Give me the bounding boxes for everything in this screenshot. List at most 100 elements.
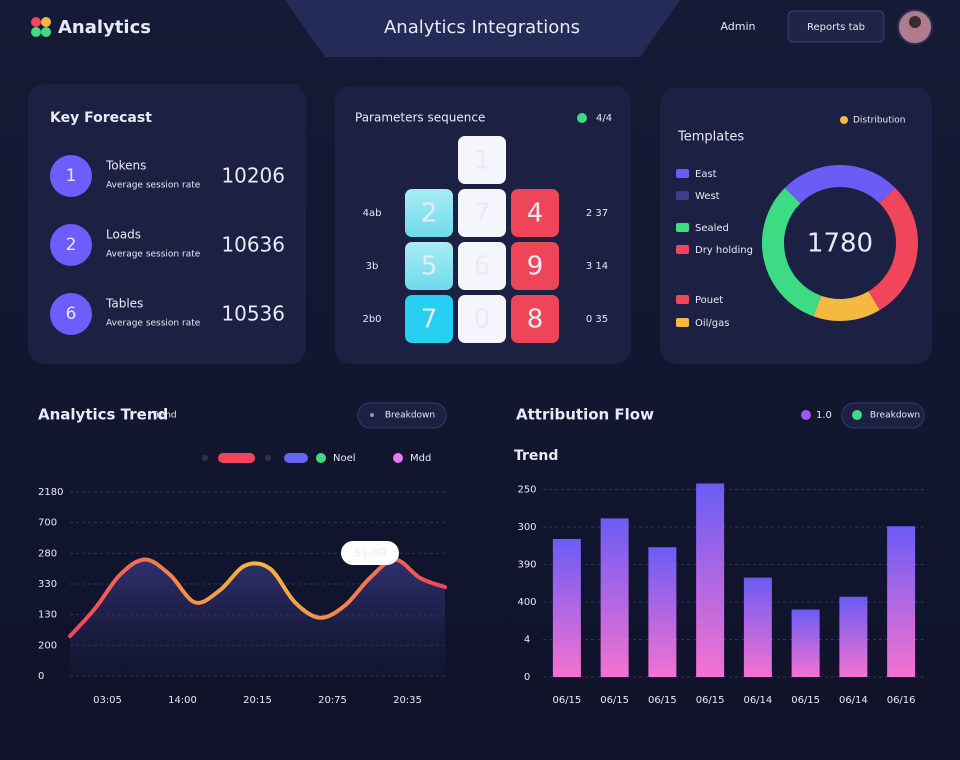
grid-cell-number: 5 [421,252,438,282]
y-tick-label: 4 [524,635,530,646]
chart-button-label[interactable]: Breakdown [385,411,435,421]
legend-swatch [676,169,689,178]
grid-right-label: 0 35 [586,314,608,325]
x-tick-label: 20:15 [243,695,272,706]
chart-title: Attribution Flow [516,406,654,424]
bar [791,609,820,677]
grid-legend-dot [577,113,587,123]
legend-swatch [676,223,689,232]
logo-text: Analytics [58,17,151,38]
logo-icon [31,17,51,37]
legend-label: Pouet [695,295,723,306]
legend-swatch [676,295,689,304]
grid-cell-number: 7 [421,305,438,335]
grid-cell [458,242,506,290]
kpi-badge [50,224,92,266]
kpi-label: Tables [105,297,143,311]
grid-cell [511,189,559,237]
kpi-label: Tokens [105,159,146,173]
grid-cell-number: 8 [527,305,544,335]
chart-title: Analytics Trend [38,406,168,424]
donut-center: 1780 [807,229,873,259]
grid-cell-number: 2 [421,199,438,229]
y-tick-label: 330 [38,579,57,590]
legend-label: Dry holding [695,245,753,256]
legend-dot [265,455,271,461]
legend-label: Noel [333,453,356,464]
grid-cell [458,295,506,343]
legend-swatch [676,318,689,327]
annotation: $1,00 [354,546,386,559]
y-tick-label: 0 [38,671,44,682]
bar [696,483,725,677]
legend-dot [202,455,208,461]
legend-label: East [695,169,717,180]
kpi-value: 10206 [221,164,285,188]
chart-button[interactable] [841,402,925,429]
legend-label: Sealed [695,223,729,234]
kpi-value: 10636 [221,233,285,257]
chart-title: Templates [677,130,744,145]
grid-cell [405,242,453,290]
grid-cell [458,189,506,237]
y-tick-label: 250 [517,485,536,496]
grid-cell-number: 7 [474,199,491,229]
line-series [68,557,447,639]
header-button[interactable] [787,10,885,43]
y-tick-label: 200 [38,640,57,651]
legend-label: 1.0 [816,410,832,421]
x-tick-label: 06/15 [600,695,629,706]
x-tick-label: 20:75 [318,695,347,706]
chart-subtitle: Trend [151,411,177,421]
donut-segment [784,165,896,204]
nav-link[interactable]: Admin [720,20,755,33]
legend-label: Mdd [410,453,431,464]
grid-right-label: 3 14 [586,261,608,272]
x-tick-label: 06/15 [648,695,677,706]
kpi-badge [50,155,92,197]
y-tick-label: 0 [524,672,530,683]
y-tick-label: 390 [517,560,536,571]
y-tick-label: 300 [517,522,536,533]
legend-pill [284,453,308,463]
bar [552,539,581,677]
grid-cell-number: 0 [474,305,491,335]
x-tick-label: 06/15 [791,695,820,706]
grid-cell [511,242,559,290]
donut-segment [762,187,822,317]
chart-subtitle: Trend [514,448,558,464]
bar [743,577,772,677]
grid-cell-number: 6 [474,252,491,282]
x-tick-label: 06/14 [839,695,868,706]
grid-cell [405,189,453,237]
title-tab [285,0,680,57]
x-tick-label: 03:05 [93,695,122,706]
annotation-box [341,541,399,565]
chart-button-label[interactable]: Breakdown [870,411,920,421]
kpi-badge-number: 2 [66,235,77,255]
grid-cell-number: 4 [527,199,544,229]
legend-dot [316,453,326,463]
grid-cell-number: 9 [527,252,544,282]
x-tick-label: 14:00 [168,695,197,706]
bar [839,596,868,677]
legend-dot [393,453,403,463]
chart-button[interactable] [357,402,447,429]
x-tick-label: 06/15 [696,695,725,706]
kpi-sublabel: Average session rate [106,250,201,260]
grid-row-label: 3b [366,261,379,272]
page-title: Analytics Integrations [384,17,580,38]
kpi-badge-number: 6 [66,304,77,324]
legend-swatch [676,245,689,254]
legend-label: West [695,191,720,202]
grid-right-label: 2 37 [586,208,608,219]
header-button-label[interactable]: Reports tab [807,22,865,33]
kpi-card [28,84,306,364]
legend-label: Oil/gas [695,318,729,329]
legend-pill [218,453,255,463]
x-tick-label: 06/16 [887,695,916,706]
x-tick-label: 20:35 [393,695,422,706]
y-tick-label: 2180 [38,487,63,498]
y-tick-label: 130 [38,610,57,621]
